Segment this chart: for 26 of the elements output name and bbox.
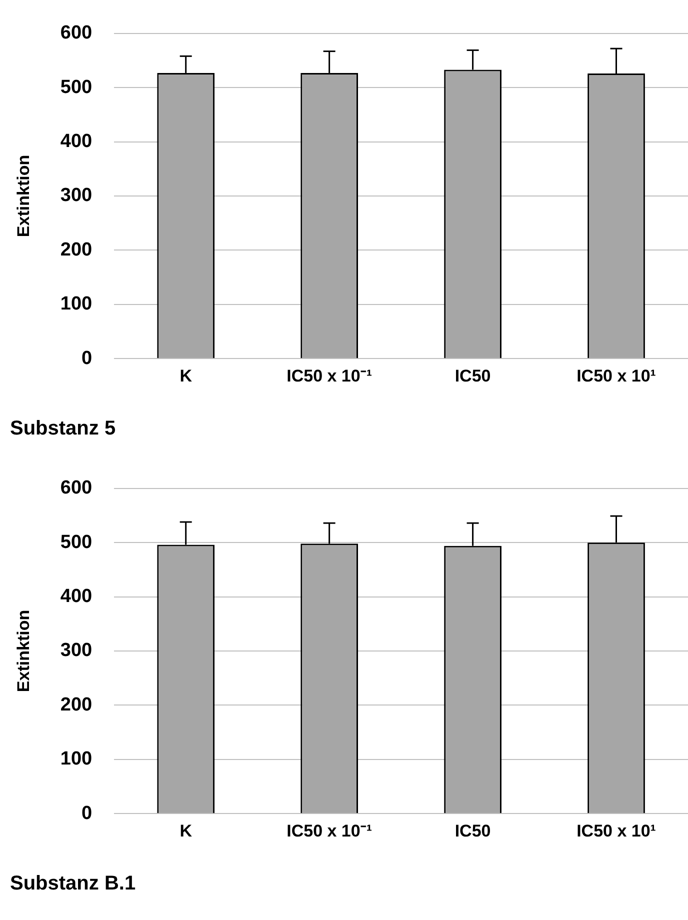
y-tick-label: 100 — [60, 748, 92, 770]
y-tick-label: 400 — [60, 586, 92, 608]
y-axis-title: Extinktion — [14, 154, 33, 238]
x-tick-label: IC50 x 10⁻¹ — [286, 366, 372, 386]
y-tick-label: 200 — [60, 239, 92, 260]
y-tick-label: 100 — [60, 294, 92, 315]
y-tick-label: 600 — [60, 478, 92, 499]
y-tick-label: 0 — [82, 802, 92, 824]
x-tick-label: K — [180, 821, 193, 840]
x-tick-label: IC50 — [454, 821, 491, 840]
y-tick-label: 400 — [60, 131, 92, 152]
x-tick-label: K — [180, 366, 193, 386]
x-tick-label: IC50 x 10¹ — [576, 821, 656, 840]
y-tick-label: 500 — [60, 532, 92, 553]
text: Substanz B.1 — [10, 872, 136, 895]
y-tick-label: 0 — [82, 348, 92, 369]
x-tick-label: IC50 — [454, 366, 491, 386]
y-axis-title: Extinktion — [14, 610, 33, 692]
y-tick-label: 600 — [60, 22, 92, 44]
y-tick-label: 300 — [60, 185, 92, 206]
x-tick-label: IC50 x 10¹ — [576, 366, 656, 386]
y-tick-label: 300 — [60, 640, 92, 662]
text: Substanz 5 — [10, 418, 116, 440]
y-tick-label: 200 — [60, 694, 92, 716]
x-tick-label: IC50 x 10⁻¹ — [286, 821, 372, 840]
y-tick-label: 500 — [60, 76, 92, 98]
